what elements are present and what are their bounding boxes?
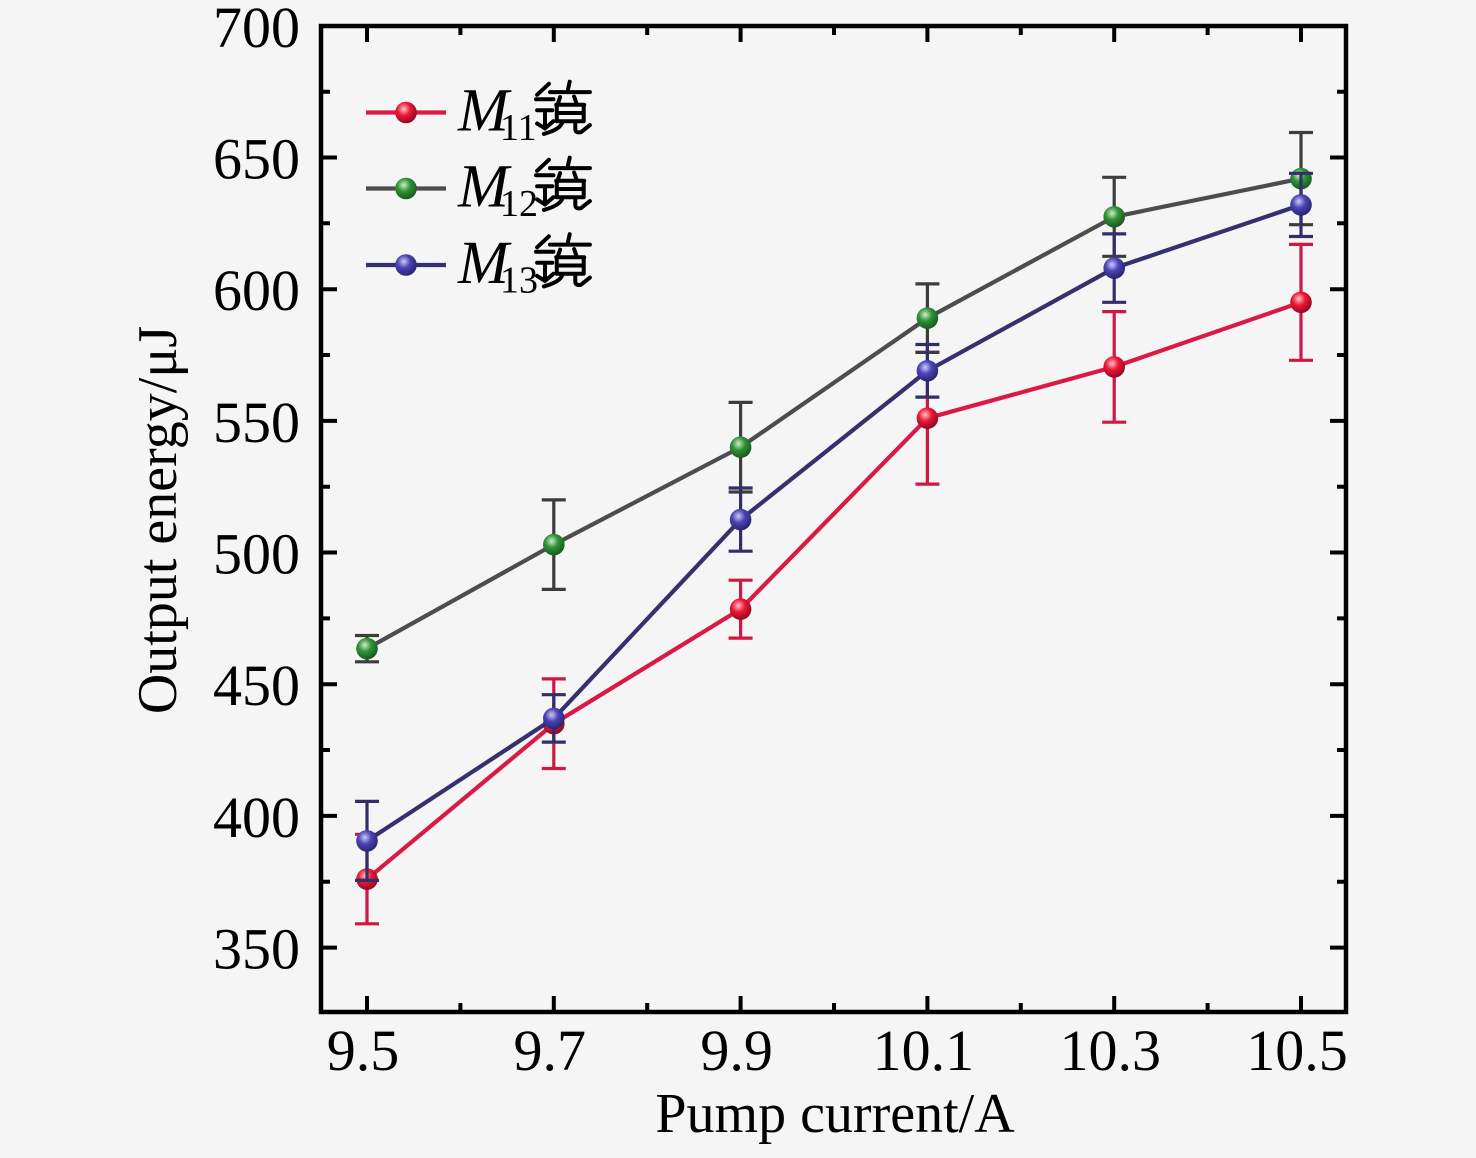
svg-text:10.1: 10.1: [873, 1018, 975, 1083]
svg-text:400: 400: [213, 785, 300, 850]
svg-text:700: 700: [213, 0, 300, 60]
svg-text:M: M: [457, 230, 512, 297]
svg-text:Pump current/A: Pump current/A: [655, 1083, 1015, 1145]
svg-text:450: 450: [213, 653, 300, 718]
svg-text:M: M: [457, 78, 512, 145]
svg-text:650: 650: [213, 127, 300, 192]
svg-text:12: 12: [500, 183, 538, 225]
svg-text:550: 550: [213, 390, 300, 455]
svg-text:11: 11: [500, 107, 537, 149]
svg-text:10.5: 10.5: [1246, 1018, 1348, 1083]
svg-text:500: 500: [213, 522, 300, 587]
svg-text:9.7: 9.7: [514, 1018, 587, 1083]
svg-text:13: 13: [500, 260, 538, 302]
svg-text:10.3: 10.3: [1059, 1018, 1161, 1083]
svg-text:M: M: [457, 154, 512, 221]
svg-text:9.5: 9.5: [327, 1018, 400, 1083]
svg-text:9.9: 9.9: [700, 1018, 773, 1083]
svg-text:Output energy/μJ: Output energy/μJ: [127, 326, 189, 714]
svg-text:350: 350: [213, 917, 300, 982]
svg-text:600: 600: [213, 258, 300, 323]
